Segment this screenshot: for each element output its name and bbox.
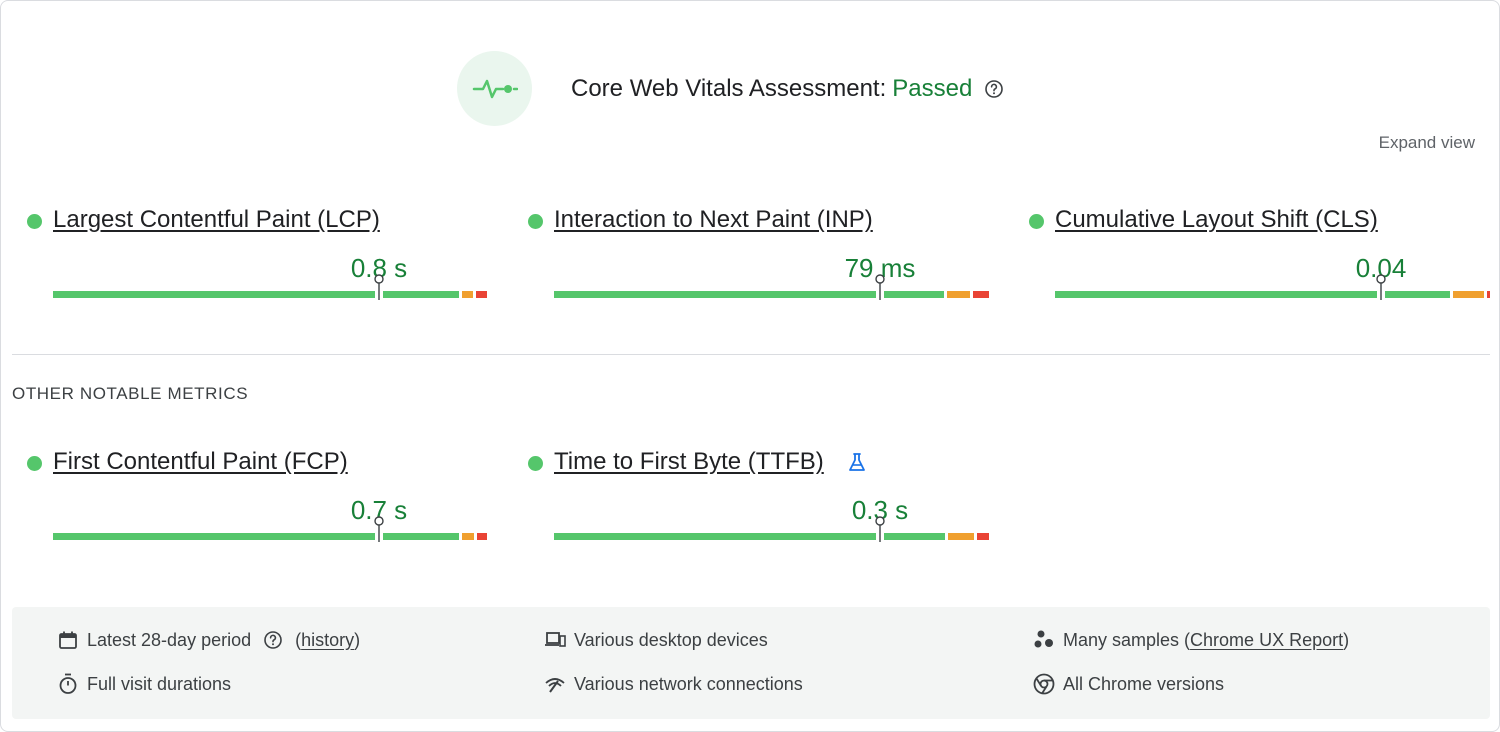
- period-text: Latest 28-day period: [87, 629, 252, 650]
- expand-view-button[interactable]: Expand view: [1378, 133, 1475, 152]
- history-open-paren: (: [295, 629, 302, 650]
- bar-poor-segment: [477, 533, 487, 540]
- bar-poor-segment: [476, 291, 487, 298]
- footer-period: Latest 28-day period ( history ): [57, 629, 360, 651]
- samples-icon: [1033, 629, 1055, 651]
- network-text: Various network connections: [574, 673, 803, 694]
- data-source-footer: Latest 28-day period ( history ) Fu: [12, 607, 1490, 719]
- metric-lcp: Largest Contentful Paint (LCP) 0.8 s: [27, 205, 487, 325]
- metric-ttfb: Time to First Byte (TTFB) 0.3 s: [528, 447, 990, 567]
- devices-text: Various desktop devices: [574, 629, 768, 650]
- bar-average-segment: [948, 533, 974, 540]
- bar-average-segment: [947, 291, 970, 298]
- distribution-bar: [53, 274, 489, 301]
- footer-samples: Many samples ( Chrome UX Report ): [1033, 629, 1349, 651]
- bar-average-segment: [462, 291, 473, 298]
- footer-network: Various network connections: [544, 673, 803, 695]
- metric-name-link[interactable]: Time to First Byte (TTFB): [554, 448, 824, 475]
- network-icon: [544, 673, 566, 695]
- bar-good-segment: [554, 291, 876, 298]
- metric-name-link[interactable]: Interaction to Next Paint (INP): [554, 206, 873, 233]
- calendar-icon: [57, 629, 79, 651]
- flask-icon: [849, 453, 865, 471]
- timer-icon: [57, 673, 79, 695]
- bar-good-segment: [1055, 291, 1377, 298]
- bar-poor-segment: [977, 533, 989, 540]
- help-circle-icon[interactable]: [263, 630, 283, 650]
- assessment-title: Core Web Vitals Assessment:: [571, 75, 887, 102]
- p75-marker-icon: [374, 516, 384, 542]
- p75-marker-icon: [875, 516, 885, 542]
- metric-name-link[interactable]: Cumulative Layout Shift (CLS): [1055, 206, 1378, 233]
- metric-fcp: First Contentful Paint (FCP) 0.7 s: [27, 447, 487, 567]
- bar-good-segment: [884, 533, 945, 540]
- bar-good-segment: [383, 291, 459, 298]
- bar-poor-segment: [973, 291, 989, 298]
- distribution-bar: [1055, 274, 1491, 301]
- devices-icon: [544, 629, 566, 651]
- footer-versions: All Chrome versions: [1033, 673, 1224, 695]
- p75-marker-icon: [875, 274, 885, 300]
- distribution-bar: [554, 516, 990, 543]
- metric-cls: Cumulative Layout Shift (CLS) 0.04: [1029, 205, 1491, 325]
- metric-name-link[interactable]: Largest Contentful Paint (LCP): [53, 206, 380, 233]
- footer-devices: Various desktop devices: [544, 629, 768, 651]
- samples-suffix: ): [1343, 629, 1350, 650]
- chrome-icon: [1033, 673, 1055, 695]
- bar-average-segment: [462, 533, 474, 540]
- bar-average-segment: [1453, 291, 1484, 298]
- bar-good-segment: [53, 533, 375, 540]
- heartbeat-icon: [457, 51, 532, 126]
- other-metrics-heading: OTHER NOTABLE METRICS: [12, 384, 249, 403]
- chrome-ux-report-link[interactable]: Chrome UX Report: [1190, 629, 1344, 650]
- status-dot: [27, 456, 42, 471]
- section-divider: [12, 354, 1490, 355]
- metric-inp: Interaction to Next Paint (INP) 79 ms: [528, 205, 990, 325]
- bar-good-segment: [1385, 291, 1450, 298]
- history-link[interactable]: history: [301, 629, 355, 650]
- p75-marker-icon: [1376, 274, 1386, 300]
- bar-good-segment: [554, 533, 876, 540]
- status-dot: [27, 214, 42, 229]
- p75-marker-icon: [374, 274, 384, 300]
- status-dot: [528, 456, 543, 471]
- bar-good-segment: [383, 533, 459, 540]
- assessment-status: Passed: [892, 75, 973, 102]
- history-close-paren: ): [354, 629, 361, 650]
- metric-name-link[interactable]: First Contentful Paint (FCP): [53, 448, 348, 475]
- status-dot: [528, 214, 543, 229]
- distribution-bar: [554, 274, 990, 301]
- help-circle-icon[interactable]: [984, 79, 1004, 99]
- assessment-heading: Core Web Vitals Assessment: Passed: [571, 75, 1004, 103]
- bar-poor-segment: [1487, 291, 1490, 298]
- versions-text: All Chrome versions: [1063, 673, 1225, 694]
- visit-text: Full visit durations: [87, 673, 232, 694]
- bar-good-segment: [53, 291, 375, 298]
- samples-prefix: Many samples (: [1063, 629, 1191, 650]
- footer-visit: Full visit durations: [57, 673, 231, 695]
- distribution-bar: [53, 516, 489, 543]
- bar-good-segment: [884, 291, 944, 298]
- status-dot: [1029, 214, 1044, 229]
